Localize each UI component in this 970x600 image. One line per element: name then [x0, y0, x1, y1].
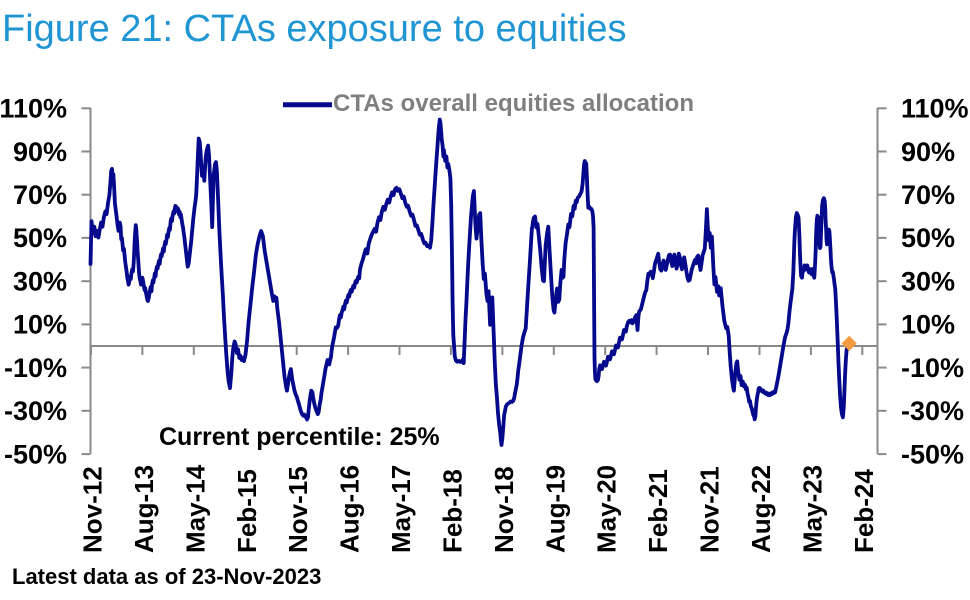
svg-text:May-14: May-14 [180, 464, 210, 553]
svg-text:90%: 90% [13, 137, 67, 167]
svg-text:Aug-19: Aug-19 [540, 465, 570, 553]
svg-text:Feb-21: Feb-21 [643, 469, 673, 553]
svg-text:-50%: -50% [4, 439, 67, 469]
svg-text:Figure 21: CTAs exposure to eq: Figure 21: CTAs exposure to equities [2, 8, 627, 50]
svg-text:50%: 50% [13, 223, 67, 253]
svg-text:Latest data as of 23-Nov-2023: Latest data as of 23-Nov-2023 [12, 564, 321, 589]
svg-text:May-17: May-17 [386, 465, 416, 553]
svg-text:May-23: May-23 [797, 465, 827, 553]
svg-text:50%: 50% [901, 223, 955, 253]
svg-text:10%: 10% [901, 310, 955, 340]
svg-text:CTAs overall equities allocati: CTAs overall equities allocation [333, 90, 694, 117]
svg-text:-50%: -50% [901, 439, 964, 469]
svg-text:-30%: -30% [901, 396, 964, 426]
svg-text:30%: 30% [901, 267, 955, 297]
svg-text:10%: 10% [13, 310, 67, 340]
svg-text:Feb-24: Feb-24 [849, 469, 879, 553]
svg-text:70%: 70% [901, 180, 955, 210]
svg-text:Current percentile: 25%: Current percentile: 25% [159, 423, 440, 451]
svg-text:90%: 90% [901, 137, 955, 167]
svg-text:30%: 30% [13, 267, 67, 297]
svg-text:Feb-18: Feb-18 [437, 469, 467, 553]
svg-text:Nov-12: Nov-12 [78, 466, 108, 553]
svg-text:70%: 70% [13, 180, 67, 210]
svg-text:Aug-16: Aug-16 [335, 465, 365, 553]
svg-text:-30%: -30% [4, 396, 67, 426]
svg-text:Aug-13: Aug-13 [129, 465, 159, 553]
svg-text:Nov-15: Nov-15 [283, 466, 313, 553]
svg-text:Feb-15: Feb-15 [232, 469, 262, 553]
svg-text:May-20: May-20 [592, 465, 622, 553]
svg-text:Nov-21: Nov-21 [695, 466, 725, 553]
svg-text:Aug-22: Aug-22 [746, 465, 776, 553]
svg-text:110%: 110% [0, 94, 67, 124]
svg-text:110%: 110% [901, 94, 969, 124]
svg-text:-10%: -10% [4, 353, 67, 383]
svg-text:Nov-18: Nov-18 [489, 466, 519, 553]
svg-text:-10%: -10% [901, 353, 964, 383]
